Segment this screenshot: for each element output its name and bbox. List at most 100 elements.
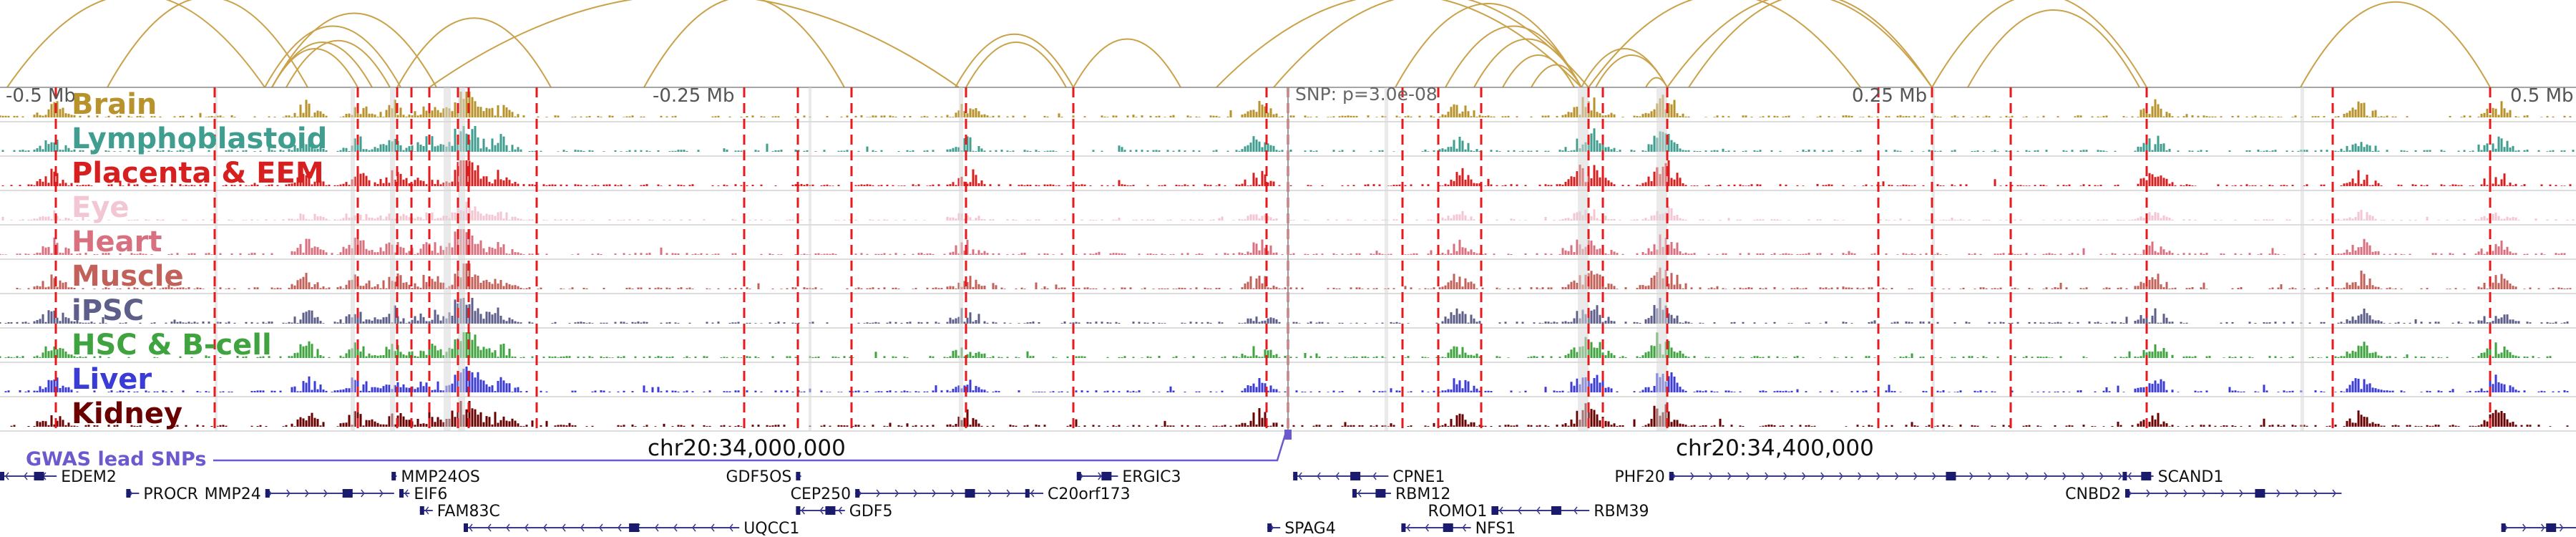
exon-block — [796, 506, 801, 515]
highlight-overlays — [54, 87, 2492, 431]
strand-chevron — [711, 523, 715, 532]
highlight-column — [1578, 87, 1589, 431]
exon-block — [855, 489, 860, 498]
strand-chevron — [1802, 472, 1806, 480]
exon-block — [34, 472, 44, 480]
gene-rbm12: RBM12 — [1352, 485, 1450, 503]
gene-label: PROCR — [143, 485, 198, 503]
loop-arc — [955, 34, 1074, 88]
strand-chevron — [1335, 472, 1340, 480]
strand-chevron — [1895, 472, 1899, 480]
exon-block — [1352, 489, 1357, 498]
snp-p-value-label: SNP: p=3.0e-08 — [1295, 84, 1438, 105]
signal-bars — [1, 160, 2572, 186]
strand-chevron — [404, 489, 409, 498]
strand-chevron — [913, 489, 918, 498]
gene-nfs1: NFS1 — [1401, 520, 1516, 537]
track-label: Muscle — [72, 260, 184, 293]
gwas-lead-snps-label: GWAS lead SNPs — [26, 448, 206, 470]
exon-block — [265, 489, 270, 498]
gene-spag4: SPAG4 — [1267, 520, 1336, 537]
loop-arc — [2300, 1, 2491, 88]
strand-chevron — [801, 506, 805, 515]
strand-chevron — [2165, 489, 2169, 498]
gene-label: ROMO1 — [1428, 503, 1487, 521]
highlight-column — [2301, 87, 2304, 431]
track-label: iPSC — [72, 294, 144, 327]
strand-chevron — [2025, 472, 2029, 480]
axis-tick-label: 0.25 Mb — [1852, 85, 1927, 107]
exon-block — [965, 489, 975, 498]
gene-label: RBM12 — [1395, 485, 1450, 503]
highlight-column — [458, 87, 465, 431]
strand-chevron — [424, 506, 429, 515]
strand-chevron — [987, 489, 992, 498]
strand-chevron — [2313, 489, 2318, 498]
strand-chevron — [1317, 472, 1321, 480]
strand-chevron — [543, 523, 547, 532]
gene-label: NFS1 — [1475, 520, 1516, 537]
exon-block — [796, 472, 801, 480]
gene-scand1: SCAND1 — [2122, 468, 2223, 486]
exon-block — [1267, 523, 1272, 532]
axis-row: -0.5 Mb -0.25 Mb 0.25 Mb 0.5 Mb SNP: p=3… — [6, 84, 2574, 107]
exon-block — [0, 472, 4, 480]
gene-eif6: EIF6 — [399, 485, 447, 503]
gene-label: CNBD2 — [2065, 485, 2121, 503]
strand-chevron — [618, 523, 622, 532]
gene-cep250: CEP250 — [791, 485, 1038, 503]
coordinate-row: chr20:34,000,000 chr20:34,400,000 GWAS l… — [26, 430, 1874, 470]
strand-chevron — [2062, 472, 2067, 480]
gene-romo1: ROMO1 — [1428, 503, 1496, 521]
loop-arc — [6, 0, 265, 88]
strand-chevron — [24, 472, 28, 480]
exon-block — [2546, 523, 2557, 532]
strand-chevron — [838, 506, 842, 515]
strand-chevron — [599, 523, 603, 532]
strand-chevron — [2332, 489, 2336, 498]
strand-chevron — [1858, 472, 1862, 480]
strand-chevron — [1932, 472, 1936, 480]
gene-gdf5: GDF5 — [796, 503, 892, 521]
strand-chevron — [1518, 506, 1522, 515]
strand-chevron — [2239, 489, 2243, 498]
loop-arc — [271, 12, 437, 88]
strand-chevron — [1030, 489, 1035, 498]
loop-arc — [643, 0, 845, 88]
highlight-column — [959, 87, 963, 431]
exon-block — [2125, 489, 2129, 498]
strand-chevron — [2006, 472, 2011, 480]
track-label: HSC & B-cell — [72, 329, 272, 362]
gwas-lead-snp-marker — [1284, 430, 1292, 440]
strand-chevron — [1820, 472, 1825, 480]
strand-chevron — [2202, 489, 2206, 498]
strand-chevron — [1574, 506, 1578, 515]
strand-chevron — [1006, 489, 1011, 498]
gene-phf20: PHF20 — [1614, 468, 2131, 486]
gene-label: SPAG4 — [1284, 520, 1336, 537]
strand-chevron — [361, 489, 365, 498]
highlight-column — [1657, 87, 1667, 431]
signal-bars — [0, 229, 2566, 255]
strand-chevron — [5, 472, 9, 480]
exon-block — [2501, 523, 2506, 532]
exon-block — [1375, 489, 1386, 498]
loop-arc — [1531, 64, 1582, 88]
strand-chevron — [2541, 523, 2545, 532]
strand-chevron — [1536, 506, 1541, 515]
strand-chevron — [305, 489, 309, 498]
strand-chevron — [1988, 472, 1992, 480]
gene-label: EIF6 — [414, 485, 447, 503]
strand-chevron — [323, 489, 328, 498]
loop-arc — [1273, 0, 1589, 88]
loop-arc — [264, 25, 401, 88]
exon-block — [1551, 506, 1561, 515]
exon-block — [391, 472, 396, 480]
exon-block — [342, 489, 353, 498]
gene-label: ERGIC3 — [1122, 468, 1181, 486]
gene-fam83c: FAM83C — [419, 503, 500, 521]
loop-arc — [1595, 54, 1668, 88]
track-label: Lymphoblastoid — [72, 122, 327, 155]
exon-block — [1101, 472, 1112, 480]
exon-block — [2141, 472, 2152, 480]
